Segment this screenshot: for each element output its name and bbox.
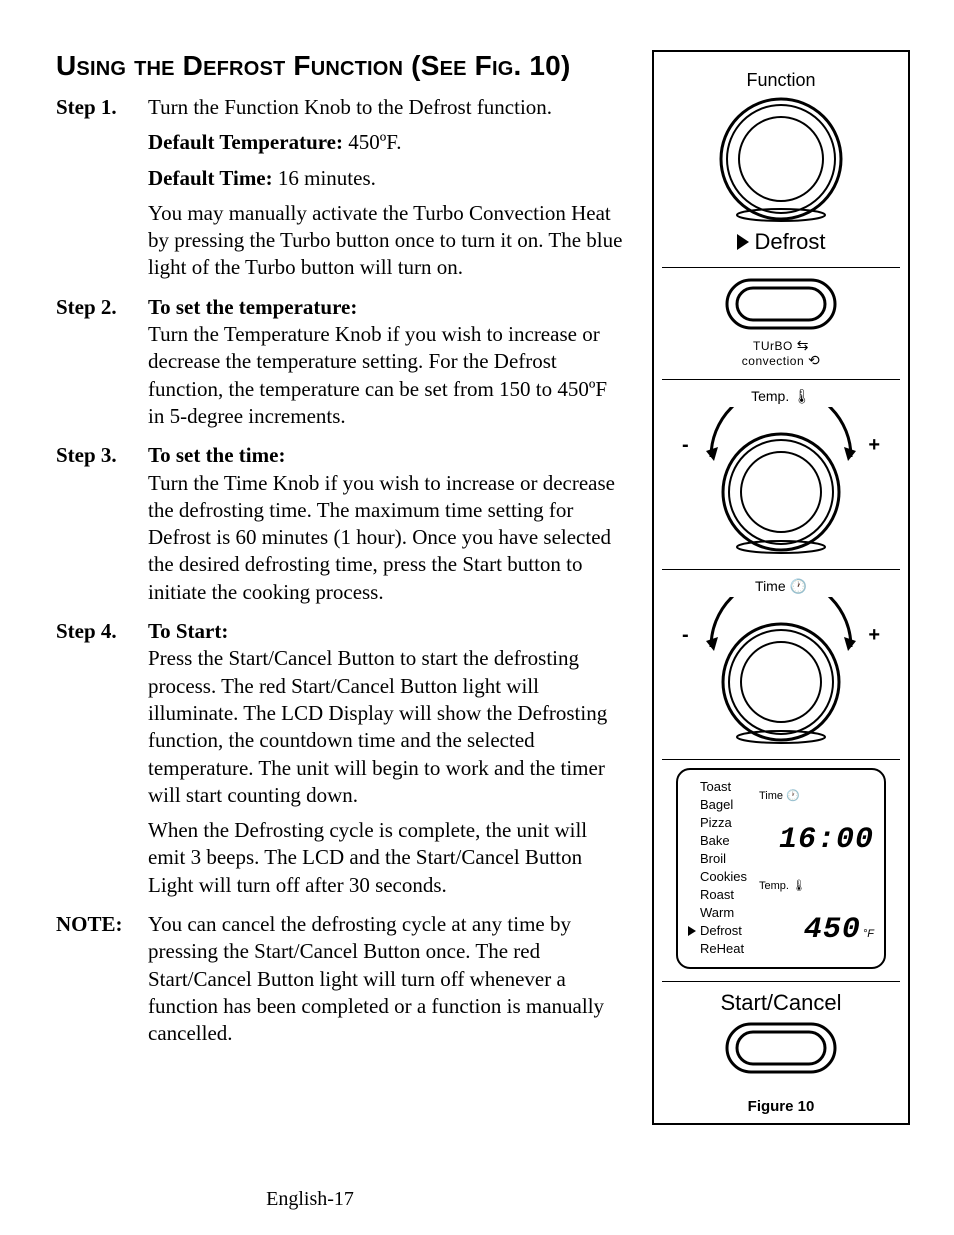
thermometer-icon: 🌡 — [793, 388, 811, 404]
page-title: Using the Defrost Function (See Fig. 10) — [56, 50, 624, 82]
note: NOTE: You can cancel the defrosting cycl… — [56, 911, 624, 1055]
step-2: Step 2. To set the temperature:Turn the … — [56, 294, 624, 438]
temp-plus: + — [868, 434, 880, 457]
step-1: Step 1. Turn the Function Knob to the De… — [56, 94, 624, 290]
time-section: Time 🕐 - + — [662, 570, 900, 760]
lcd-item: Bagel — [688, 796, 747, 813]
step-1-p2: Default Temperature: 450ºF. — [148, 129, 624, 156]
time-plus: + — [868, 624, 880, 647]
figure-panel: Function Defrost — [652, 50, 910, 1125]
step-1-p1: Turn the Function Knob to the Defrost fu… — [148, 94, 624, 121]
turbo-section: TUrBO ⇆ convection ⟲ — [662, 268, 900, 380]
temp-section: Temp. 🌡 - + — [662, 380, 900, 570]
clock-icon: 🕐 — [790, 578, 807, 594]
lcd-temp-label: Temp. 🌡 — [759, 879, 806, 892]
lcd-item: Broil — [688, 850, 747, 867]
function-knob-icon — [717, 95, 845, 223]
step-1-label: Step 1. — [56, 94, 148, 290]
lcd-item: Defrost — [688, 922, 747, 939]
page-number: English-17 — [0, 1188, 620, 1211]
time-minus: - — [682, 624, 689, 647]
defrost-label: Defrost — [755, 229, 826, 255]
step-4-p2: When the Defrosting cycle is complete, t… — [148, 817, 624, 899]
defrost-indicator: Defrost — [737, 229, 826, 255]
step-1-p3: Default Time: 16 minutes. — [148, 165, 624, 192]
lcd-temp-value: 450°F — [804, 913, 874, 947]
lcd-time-value: 16:00 — [779, 823, 874, 857]
turbo-button-icon — [723, 276, 839, 336]
lcd-item: Roast — [688, 886, 747, 903]
start-cancel-section: Start/Cancel — [662, 982, 900, 1092]
lcd-section: ToastBagelPizzaBakeBroilCookiesRoastWarm… — [662, 760, 900, 982]
triangle-icon — [737, 234, 749, 250]
lcd-item: ReHeat — [688, 940, 747, 957]
temp-minus: - — [682, 434, 689, 457]
lcd-item: Pizza — [688, 814, 747, 831]
step-1-p4: You may manually activate the Turbo Conv… — [148, 200, 624, 282]
turbo-label: TUrBO ⇆ convection ⟲ — [742, 338, 820, 367]
step-4-label: Step 4. — [56, 618, 148, 907]
figure-caption: Figure 10 — [662, 1098, 900, 1115]
temp-knob-icon — [676, 407, 886, 557]
time-knob-icon — [676, 597, 886, 747]
lcd-function-list: ToastBagelPizzaBakeBroilCookiesRoastWarm… — [688, 778, 747, 957]
start-cancel-label: Start/Cancel — [720, 990, 841, 1016]
note-body: You can cancel the defrosting cycle at a… — [148, 911, 624, 1047]
lcd-item: Toast — [688, 778, 747, 795]
start-cancel-button-icon — [723, 1020, 839, 1080]
note-label: NOTE: — [56, 911, 148, 1055]
function-section: Function Defrost — [662, 62, 900, 268]
lcd-item: Bake — [688, 832, 747, 849]
lcd-display: ToastBagelPizzaBakeBroilCookiesRoastWarm… — [676, 768, 886, 969]
function-label: Function — [746, 70, 815, 91]
step-3-label: Step 3. — [56, 442, 148, 614]
lcd-item: Warm — [688, 904, 747, 921]
step-3: Step 3. To set the time:Turn the Time Kn… — [56, 442, 624, 614]
step-2-label: Step 2. — [56, 294, 148, 438]
step-2-body: To set the temperature:Turn the Temperat… — [148, 294, 624, 430]
temp-label: Temp. 🌡 — [676, 388, 886, 405]
lcd-time-label: Time 🕐 — [759, 789, 800, 802]
step-4: Step 4. To Start:Press the Start/Cancel … — [56, 618, 624, 907]
time-label: Time 🕐 — [676, 578, 886, 595]
step-4-p1: To Start:Press the Start/Cancel Button t… — [148, 618, 624, 809]
lcd-item: Cookies — [688, 868, 747, 885]
step-3-body: To set the time:Turn the Time Knob if yo… — [148, 442, 624, 606]
triangle-icon — [688, 926, 696, 936]
